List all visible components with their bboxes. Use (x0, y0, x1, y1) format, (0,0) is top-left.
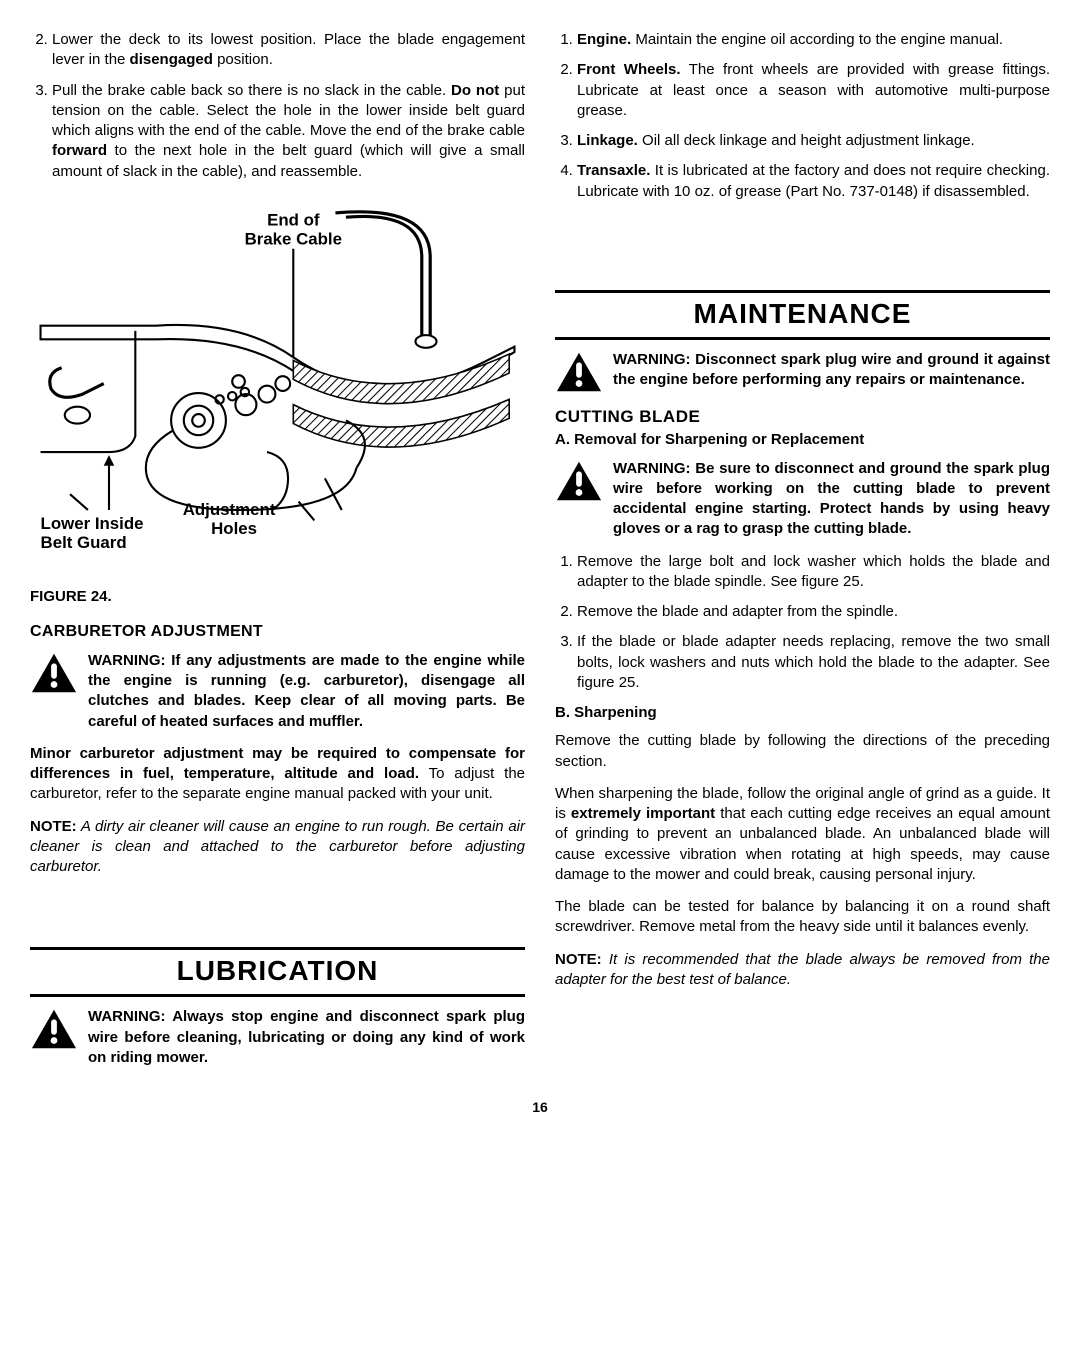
sharp-p1: Remove the cutting blade by following th… (555, 731, 1050, 772)
list-item: Remove the large bolt and lock washer wh… (577, 552, 1050, 593)
warning-icon (30, 1007, 78, 1051)
removal-warning: WARNING: Be sure to disconnect and groun… (555, 459, 1050, 540)
maintenance-warning: WARNING: Disconnect spark plug wire and … (555, 350, 1050, 394)
note-lead: NOTE: (30, 818, 77, 835)
note-body: A dirty air cleaner will cause an engine… (30, 818, 525, 876)
list-item: Engine. Maintain the engine oil accordin… (577, 30, 1050, 50)
note-lead: NOTE: (555, 951, 602, 968)
carburetor-warning: WARNING: If any adjustments are made to … (30, 651, 525, 732)
warning-text: WARNING: Always stop engine and disconne… (88, 1007, 525, 1068)
figure-24: End of Brake Cable (30, 194, 525, 579)
fig-label-brake: Brake Cable (245, 229, 342, 248)
page-number: 16 (30, 1098, 1050, 1117)
warning-text: WARNING: If any adjustments are made to … (88, 651, 525, 732)
page: Lower the deck to its lowest position. P… (30, 30, 1050, 1080)
sharp-p3: The blade can be tested for balance by b… (555, 897, 1050, 938)
right-column: Engine. Maintain the engine oil accordin… (555, 30, 1050, 1080)
removal-heading: A. Removal for Sharpening or Replacement (555, 430, 1050, 450)
warning-text: WARNING: Be sure to disconnect and groun… (613, 459, 1050, 540)
fig-label-lower2: Belt Guard (41, 533, 127, 552)
figure-24-svg: End of Brake Cable (30, 194, 525, 573)
list-item: Lower the deck to its lowest position. P… (52, 30, 525, 71)
warning-icon (555, 459, 603, 503)
warning-text: WARNING: Disconnect spark plug wire and … (613, 350, 1050, 391)
figure-24-label: FIGURE 24. (30, 587, 525, 607)
cutting-blade-heading: CUTTING BLADE (555, 406, 1050, 429)
fig-label-adj2: Holes (211, 519, 257, 538)
maintenance-title: MAINTENANCE (694, 298, 912, 329)
lubrication-warning: WARNING: Always stop engine and disconne… (30, 1007, 525, 1068)
sharp-p2: When sharpening the blade, follow the or… (555, 784, 1050, 885)
warning-icon (30, 651, 78, 695)
sharpening-heading: B. Sharpening (555, 703, 1050, 723)
fig-label-adj1: Adjustment (183, 500, 276, 519)
carburetor-heading: CARBURETOR ADJUSTMENT (30, 621, 525, 643)
right-list-1: Engine. Maintain the engine oil accordin… (555, 30, 1050, 202)
sharp-note: NOTE: It is recommended that the blade a… (555, 950, 1050, 991)
lubrication-title-wrap: LUBRICATION (30, 947, 525, 997)
list-item: Pull the brake cable back so there is no… (52, 81, 525, 182)
list-item: Remove the blade and adapter from the sp… (577, 602, 1050, 622)
spacer (30, 889, 525, 929)
list-item: Front Wheels. The front wheels are provi… (577, 60, 1050, 121)
warning-icon (555, 350, 603, 394)
removal-list: Remove the large bolt and lock washer wh… (555, 552, 1050, 694)
fig-label-end: End of (267, 210, 320, 229)
carb-note: NOTE: A dirty air cleaner will cause an … (30, 817, 525, 878)
left-column: Lower the deck to its lowest position. P… (30, 30, 525, 1080)
list-item: Transaxle. It is lubricated at the facto… (577, 161, 1050, 202)
carb-paragraph: Minor carburetor adjustment may be requi… (30, 744, 525, 805)
lubrication-title: LUBRICATION (177, 955, 379, 986)
spacer (555, 212, 1050, 272)
left-list-1: Lower the deck to its lowest position. P… (30, 30, 525, 182)
list-item: Linkage. Oil all deck linkage and height… (577, 131, 1050, 151)
maintenance-title-wrap: MAINTENANCE (555, 290, 1050, 340)
fig-label-lower1: Lower Inside (41, 514, 144, 533)
note-body: It is recommended that the blade always … (555, 951, 1050, 988)
list-item: If the blade or blade adapter needs repl… (577, 632, 1050, 693)
